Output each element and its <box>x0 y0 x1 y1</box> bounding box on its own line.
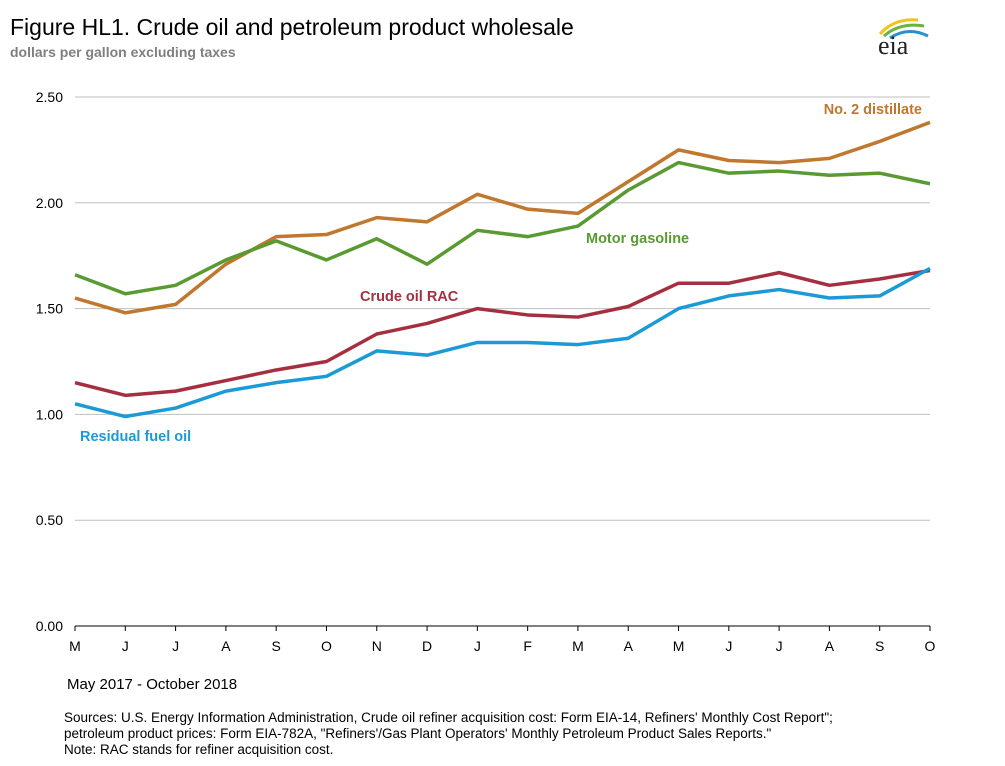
y-tick-label: 2.00 <box>36 195 63 211</box>
x-tick-label: J <box>725 638 732 654</box>
series-line-residual-fuel-oil <box>74 266 931 419</box>
y-tick-label: 1.50 <box>36 301 63 317</box>
sources-line: petroleum product prices: Form EIA-782A,… <box>64 726 772 741</box>
chart-title: Figure HL1. Crude oil and petroleum prod… <box>10 14 574 40</box>
y-tick-label: 2.50 <box>36 89 63 105</box>
x-tick-label: O <box>321 638 332 654</box>
x-tick-label: M <box>69 638 81 654</box>
x-tick-label: D <box>422 638 432 654</box>
x-tick-label: M <box>673 638 685 654</box>
x-tick-label: J <box>474 638 481 654</box>
series-line-no-2-distillate <box>74 120 931 315</box>
x-tick-label: J <box>122 638 129 654</box>
sources-note: Sources: U.S. Energy Information Adminis… <box>64 710 833 758</box>
x-tick-label: A <box>624 638 634 654</box>
series-label: No. 2 distillate <box>824 102 922 118</box>
x-tick-label: J <box>172 638 179 654</box>
x-tick-label: O <box>925 638 936 654</box>
x-tick-label: N <box>372 638 382 654</box>
chart-subtitle: dollars per gallon excluding taxes <box>10 44 236 60</box>
y-tick-label: 0.00 <box>36 618 63 634</box>
series-label: Motor gasoline <box>586 231 689 247</box>
y-tick-label: 0.50 <box>36 512 63 528</box>
x-tick-label: J <box>776 638 783 654</box>
eia-logo: eia <box>878 18 929 58</box>
x-tick-label: A <box>221 638 231 654</box>
x-tick-label: F <box>523 638 532 654</box>
x-tick-label: M <box>572 638 584 654</box>
x-tick-label: S <box>272 638 281 654</box>
sources-line: Sources: U.S. Energy Information Adminis… <box>64 710 833 725</box>
x-tick-label: S <box>875 638 884 654</box>
svg-text:eia: eia <box>878 31 909 58</box>
x-tick-label: A <box>825 638 835 654</box>
series-line-motor-gasoline <box>74 160 931 296</box>
series-label: Residual fuel oil <box>80 429 191 445</box>
series-label: Crude oil RAC <box>360 289 459 305</box>
y-tick-label: 1.00 <box>36 406 63 422</box>
note-line: Note: RAC stands for refiner acquisition… <box>64 742 334 757</box>
x-axis-title: May 2017 - October 2018 <box>67 676 238 693</box>
series-line-crude-oil-rac <box>74 268 931 398</box>
